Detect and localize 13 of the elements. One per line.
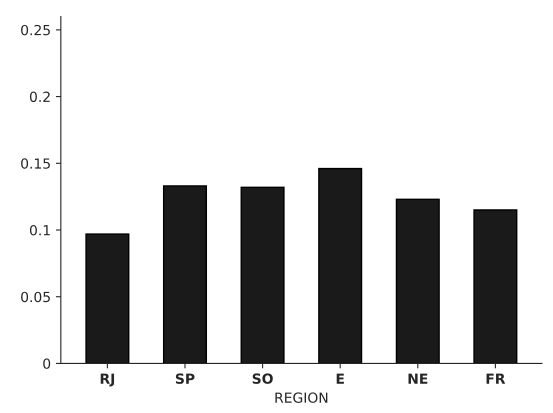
x-tick-label: SP — [176, 373, 195, 384]
x-tick-label: SO — [252, 373, 273, 384]
y-tick-label: 0.15 — [21, 158, 50, 169]
x-tick-label: E — [336, 374, 344, 384]
y-tick-label: 0.1 — [30, 224, 50, 236]
x-tick-label: NE — [408, 374, 428, 384]
x-axis-title: REGION — [275, 392, 328, 403]
y-tick-label: 0.25 — [21, 24, 50, 36]
y-tick-label: 0.05 — [21, 292, 50, 302]
x-tick-label: RJ — [100, 374, 114, 386]
y-tick-label: 0.2 — [30, 92, 50, 102]
y-tick-label: 0 — [43, 358, 50, 369]
x-tick-label: FR — [486, 374, 506, 384]
